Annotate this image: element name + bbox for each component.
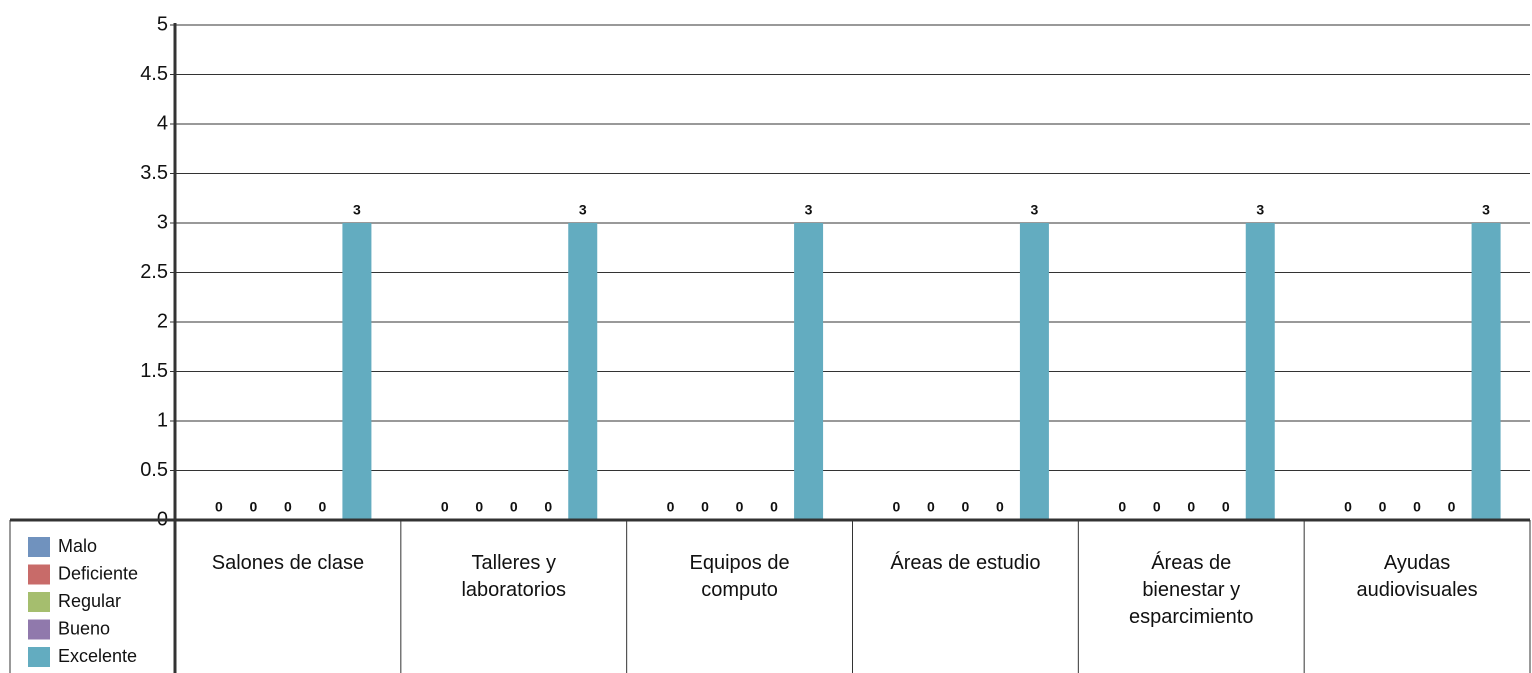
data-label: 0 (962, 499, 970, 515)
legend-swatch (28, 537, 50, 557)
data-label: 0 (1118, 499, 1126, 515)
bar (1471, 223, 1501, 520)
legend-label: Regular (58, 591, 121, 611)
x-tick-label: Áreas de estudio (890, 552, 1041, 574)
data-label: 0 (510, 499, 518, 515)
data-label: 0 (996, 499, 1004, 515)
data-label: 0 (1222, 499, 1230, 515)
bar (1245, 223, 1275, 520)
y-tick-label: 2 (157, 310, 168, 332)
data-label: 3 (805, 202, 813, 218)
y-tick-label: 1 (157, 409, 168, 431)
data-label: 0 (1448, 499, 1456, 515)
data-label: 0 (701, 499, 709, 515)
data-label: 0 (1187, 499, 1195, 515)
y-tick-label: 2.5 (140, 261, 168, 283)
legend-swatch (28, 647, 50, 667)
bar (794, 223, 824, 520)
data-label: 3 (1031, 202, 1039, 218)
data-label: 0 (667, 499, 675, 515)
data-label: 0 (475, 499, 483, 515)
data-label: 3 (1482, 202, 1490, 218)
data-label: 0 (544, 499, 552, 515)
data-label: 0 (441, 499, 449, 515)
x-tick-label: Ayudas audiovisuales (1356, 552, 1478, 601)
data-label: 0 (319, 499, 327, 515)
y-tick-label: 4.5 (140, 63, 168, 85)
data-label: 0 (893, 499, 901, 515)
x-tick-label: Áreas de bienestar y esparcimiento (1128, 552, 1254, 628)
bar (568, 223, 598, 520)
data-label: 0 (1153, 499, 1161, 515)
legend-label: Malo (58, 536, 97, 556)
bar (342, 223, 372, 520)
data-label: 0 (250, 499, 258, 515)
y-tick-label: 3.5 (140, 162, 168, 184)
y-tick-label: 5 (157, 13, 168, 35)
data-label: 0 (927, 499, 935, 515)
y-tick-label: 1.5 (140, 360, 168, 382)
legend-swatch (28, 619, 50, 640)
bar (1019, 223, 1049, 520)
legend-swatch (28, 564, 50, 585)
y-tick-label: 0.5 (140, 459, 168, 481)
legend-label: Bueno (58, 618, 110, 638)
data-label: 0 (1344, 499, 1352, 515)
data-label: 0 (770, 499, 778, 515)
data-label: 3 (1256, 202, 1264, 218)
data-label: 0 (736, 499, 744, 515)
legend-label: Deficiente (58, 563, 138, 583)
x-tick-label: Salones de clase (211, 552, 365, 574)
data-label: 3 (579, 202, 587, 218)
legend-label: Excelente (58, 646, 137, 666)
data-label: 0 (284, 499, 292, 515)
y-tick-label: 4 (157, 112, 168, 134)
data-label: 3 (353, 202, 361, 218)
legend-swatch (28, 592, 50, 612)
data-label: 0 (1413, 499, 1421, 515)
data-label: 0 (1379, 499, 1387, 515)
x-tick-label: Equipos de computo (689, 552, 790, 601)
y-tick-label: 3 (157, 211, 168, 233)
x-tick-label: Talleres y laboratorios (461, 552, 566, 601)
data-label: 0 (215, 499, 223, 515)
